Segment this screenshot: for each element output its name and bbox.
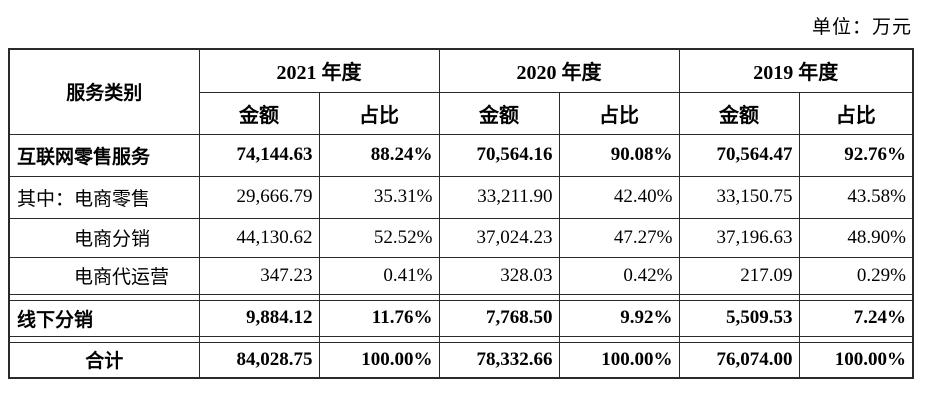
separator-row <box>8 335 914 343</box>
ratio-cell: 35.31% <box>318 175 440 219</box>
table-row: 电商代运营 347.23 0.41% 328.03 0.42% 217.09 0.29% <box>8 256 914 295</box>
ratio-cell: 47.27% <box>558 217 680 258</box>
amount-cell: 29,666.79 <box>198 175 320 219</box>
subheader-ratio-2020: 占比 <box>558 91 680 135</box>
amount-cell: 78,332.66 <box>438 341 560 379</box>
ratio-cell: 9.92% <box>558 299 680 337</box>
category-cell: 其中：电商零售 <box>8 175 200 219</box>
amount-cell: 33,211.90 <box>438 175 560 219</box>
table-row: 其中：电商零售 29,666.79 35.31% 33,211.90 42.40% 33,… <box>8 175 914 219</box>
amount-cell: 37,196.63 <box>678 217 800 258</box>
table-row: 合计 84,028.75 100.00% 78,332.66 100.00% 76,074… <box>8 341 914 379</box>
category-cell: 电商分销 <box>8 217 200 258</box>
ratio-cell: 100.00% <box>558 341 680 379</box>
subheader-amount-2021: 金额 <box>198 91 320 135</box>
subheader-row: 金额 占比 金额 占比 金额 占比 <box>9 91 914 135</box>
amount-cell: 44,130.62 <box>198 217 320 258</box>
table-row: 电商分销 44,130.62 52.52% 37,024.23 47.27% 37,196… <box>8 217 914 258</box>
subheader-ratio-2021: 占比 <box>318 91 440 135</box>
amount-cell: 84,028.75 <box>198 341 320 379</box>
amount-cell: 347.23 <box>198 256 320 295</box>
year-header-2019: 2019 年度 <box>678 48 914 93</box>
table-row: 互联网零售服务 74,144.63 88.24% 70,564.16 90.08% 70,… <box>8 133 914 177</box>
amount-cell: 76,074.00 <box>678 341 800 379</box>
table-row: 线下分销 9,884.12 11.76% 7,768.50 9.92% 5,509.53 7… <box>8 299 914 337</box>
amount-cell: 70,564.47 <box>678 133 800 177</box>
ratio-cell: 52.52% <box>318 217 440 258</box>
ratio-cell: 100.00% <box>318 341 440 379</box>
ratio-cell: 90.08% <box>558 133 680 177</box>
category-cell: 电商代运营 <box>8 256 200 295</box>
table-body: 互联网零售服务 74,144.63 88.24% 70,564.16 90.08% 70,… <box>8 133 914 379</box>
amount-cell: 70,564.16 <box>438 133 560 177</box>
year-header-row: 服务类别 2021 年度 2020 年度 2019 年度 <box>8 48 914 135</box>
subheader-amount-2019: 金额 <box>678 91 800 135</box>
amount-cell: 9,884.12 <box>198 299 320 337</box>
category-cell: 合计 <box>8 341 200 379</box>
category-cell: 线下分销 <box>8 299 200 337</box>
ratio-cell: 0.29% <box>798 256 914 295</box>
ratio-cell: 0.41% <box>318 256 440 295</box>
service-revenue-table: 服务类别 2021 年度 2020 年度 2019 年度 金额 占比 金额 占比… <box>8 48 914 379</box>
ratio-cell: 42.40% <box>558 175 680 219</box>
amount-cell: 33,150.75 <box>678 175 800 219</box>
ratio-cell: 11.76% <box>318 299 440 337</box>
year-header-2021: 2021 年度 <box>198 48 440 93</box>
category-column-header: 服务类别 <box>8 48 200 135</box>
ratio-cell: 43.58% <box>798 175 914 219</box>
amount-cell: 217.09 <box>678 256 800 295</box>
amount-cell: 5,509.53 <box>678 299 800 337</box>
subheader-amount-2020: 金额 <box>438 91 560 135</box>
ratio-cell: 0.42% <box>558 256 680 295</box>
amount-cell: 7,768.50 <box>438 299 560 337</box>
ratio-cell: 88.24% <box>318 133 440 177</box>
subheader-ratio-2019: 占比 <box>798 91 914 135</box>
category-cell: 互联网零售服务 <box>8 133 200 177</box>
ratio-cell: 100.00% <box>798 341 914 379</box>
amount-cell: 37,024.23 <box>438 217 560 258</box>
unit-label: 单位：万元 <box>811 17 912 38</box>
ratio-cell: 7.24% <box>798 299 914 337</box>
ratio-cell: 48.90% <box>798 217 914 258</box>
amount-cell: 328.03 <box>438 256 560 295</box>
ratio-cell: 92.76% <box>798 133 914 177</box>
amount-cell: 74,144.63 <box>198 133 320 177</box>
year-header-2020: 2020 年度 <box>438 48 680 93</box>
